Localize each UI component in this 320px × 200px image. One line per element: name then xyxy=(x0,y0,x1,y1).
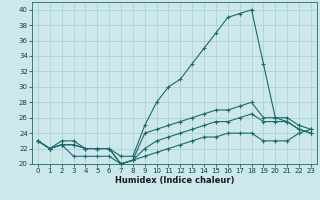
X-axis label: Humidex (Indice chaleur): Humidex (Indice chaleur) xyxy=(115,176,234,185)
